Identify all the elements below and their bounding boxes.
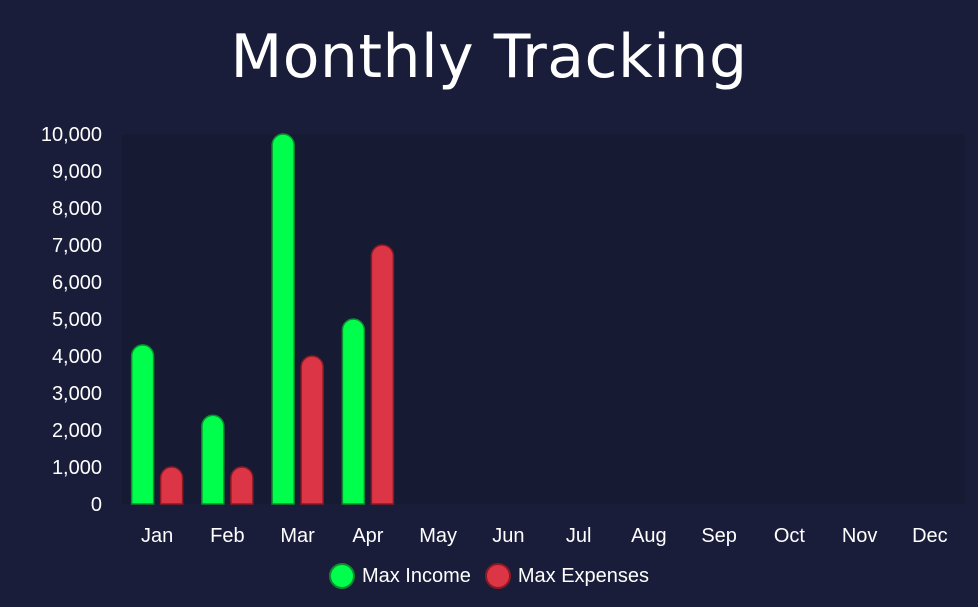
y-tick-label: 8,000 (52, 198, 102, 220)
y-tick-label: 3,000 (52, 383, 102, 405)
income-bar-mar[interactable] (271, 133, 295, 505)
x-tick-label: Jan (141, 525, 173, 547)
bars-group (130, 133, 395, 505)
y-tick-label: 10,000 (41, 124, 102, 146)
x-tick-label: Nov (842, 525, 878, 547)
x-tick-label: Jun (492, 525, 524, 547)
y-tick-label: 5,000 (52, 309, 102, 331)
income-bar-jan[interactable] (130, 344, 155, 505)
expenses-bar-jan[interactable] (159, 466, 184, 505)
x-tick-label: Jul (566, 525, 592, 547)
expenses-bar-mar[interactable] (300, 355, 324, 505)
legend: Max Income Max Expenses (0, 563, 978, 589)
legend-swatch-income (328, 563, 355, 589)
y-tick-label: 9,000 (52, 161, 102, 183)
legend-swatch-expenses (484, 563, 511, 589)
legend-label-expenses: Max Expenses (517, 564, 650, 587)
x-tick-label: Feb (210, 525, 244, 547)
legend-item-income[interactable]: Max Income (328, 563, 471, 589)
income-bar-apr[interactable] (341, 318, 366, 505)
legend-label-income: Max Income (361, 564, 471, 587)
y-axis-ticks: 0 1,000 2,000 3,000 4,000 5,000 6,000 7,000 8,00… (41, 124, 102, 516)
y-tick-label: 6,000 (52, 272, 102, 294)
x-axis-ticks: Jan Feb Mar Apr May Jun Jul Aug Sep Oct Nov Dec (141, 525, 948, 547)
chart-title: Monthly Tracking (230, 22, 748, 92)
legend-item-expenses[interactable]: Max Expenses (484, 563, 650, 589)
y-tick-label: 1,000 (52, 457, 102, 479)
x-tick-label: Apr (352, 525, 383, 547)
x-tick-label: May (419, 525, 457, 547)
y-tick-label: 0 (91, 494, 102, 516)
y-tick-label: 7,000 (52, 235, 102, 257)
y-tick-label: 2,000 (52, 420, 102, 442)
y-tick-label: 4,000 (52, 346, 102, 368)
x-tick-label: Oct (774, 525, 806, 547)
x-tick-label: Sep (701, 525, 737, 547)
expenses-bar-feb[interactable] (230, 466, 254, 505)
x-tick-label: Mar (280, 525, 315, 547)
expenses-bar-apr[interactable] (370, 244, 395, 505)
income-bar-feb[interactable] (201, 414, 225, 505)
x-tick-label: Dec (912, 525, 948, 547)
plot-area (122, 134, 965, 504)
x-tick-label: Aug (631, 525, 667, 547)
